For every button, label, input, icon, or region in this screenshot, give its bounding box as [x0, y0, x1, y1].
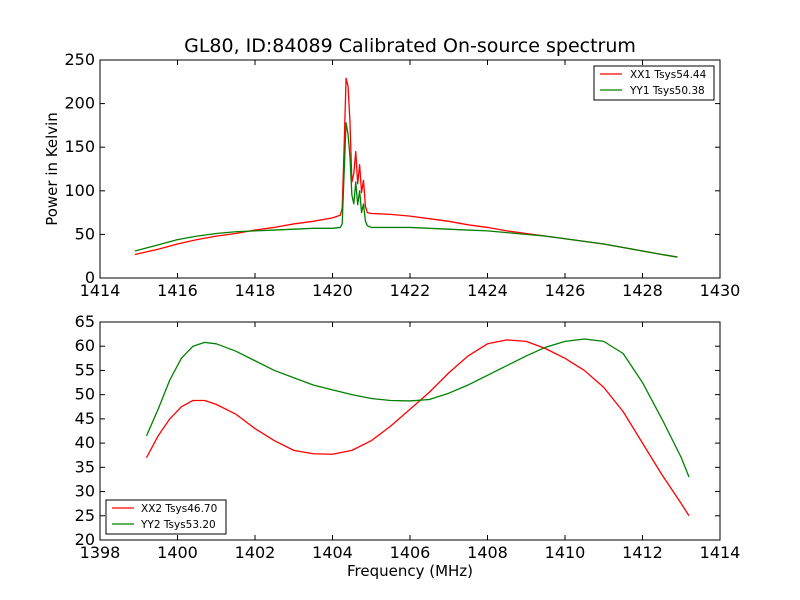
bottom-series-line-1: [145, 338, 690, 478]
top-legend: XX1 Tsys54.44 YY1 Tsys50.38: [593, 65, 715, 101]
bottom-y-tick-label: 65: [75, 312, 95, 331]
top-legend-box: [593, 65, 715, 101]
top-series-group: [134, 77, 678, 258]
bottom-x-axis-label: Frequency (MHz): [347, 562, 473, 580]
top-x-tick-label: 1424: [467, 281, 508, 300]
top-x-tick-label: 1426: [545, 281, 586, 300]
bottom-x-tick-label: 1406: [390, 543, 431, 562]
bottom-x-tick-label: 1398: [80, 543, 121, 562]
bottom-x-tick-label: 1400: [157, 543, 198, 562]
top-x-tick-label: 1420: [312, 281, 353, 300]
bottom-x-tick-label: 1408: [467, 543, 508, 562]
bottom-legend: XX2 Tsys46.70 YY2 Tsys53.20: [105, 499, 227, 535]
top-x-tick-label: 1428: [622, 281, 663, 300]
bottom-y-tick-label: 40: [75, 433, 95, 452]
bottom-series-line-0: [145, 339, 690, 517]
bottom-y-tick-label: 60: [75, 336, 95, 355]
bottom-x-tick-label: 1412: [622, 543, 663, 562]
top-x-tick-label: 1418: [235, 281, 276, 300]
top-y-axis-label: Power in Kelvin: [43, 112, 61, 226]
bottom-y-tick-label: 30: [75, 482, 95, 501]
top-x-tick-label: 1422: [390, 281, 431, 300]
bottom-legend-label-xx2: XX2 Tsys46.70: [141, 503, 217, 515]
bottom-y-tick-label: 20: [75, 530, 95, 549]
top-y-tick-label: 250: [64, 50, 95, 69]
bottom-series-group: [145, 338, 690, 517]
top-y-tick-label: 100: [64, 181, 95, 200]
top-x-tick-label: 1416: [157, 281, 198, 300]
top-y-tick-label: 0: [85, 268, 95, 287]
bottom-x-tick-label: 1404: [312, 543, 353, 562]
chart-title: GL80, ID:84089 Calibrated On-source spec…: [184, 35, 636, 57]
bottom-y-tick-label: 45: [75, 409, 95, 428]
bottom-x-tick-label: 1414: [700, 543, 741, 562]
top-x-tick-label: 1430: [700, 281, 741, 300]
bottom-y-tick-label: 50: [75, 385, 95, 404]
bottom-legend-box: [105, 499, 227, 535]
bottom-y-tick-label: 55: [75, 360, 95, 379]
top-legend-label-xx1: XX1 Tsys54.44: [630, 69, 707, 81]
top-x-tick-label: 1414: [80, 281, 121, 300]
top-legend-label-yy1: YY1 Tsys50.38: [629, 85, 705, 97]
top-y-tick-label: 200: [64, 94, 95, 113]
top-plot: 1414 1416 1418 1420 1422 1424 1426 1428 1430 0 50 1…: [43, 50, 740, 300]
top-plot-frame: [99, 59, 721, 279]
bottom-plot-frame: [99, 321, 721, 541]
bottom-legend-label-yy2: YY2 Tsys53.20: [140, 519, 216, 531]
bottom-x-tick-label: 1402: [235, 543, 276, 562]
bottom-y-tick-label: 35: [75, 457, 95, 476]
bottom-x-tick-label: 1410: [545, 543, 586, 562]
bottom-y-tick-label: 25: [75, 506, 95, 525]
top-y-tick-label: 150: [64, 137, 95, 156]
top-series-line-1: [134, 122, 678, 258]
top-y-tick-label: 50: [75, 224, 95, 243]
top-axes: 1414 1416 1418 1420 1422 1424 1426 1428 1430 0 50 1…: [64, 50, 740, 300]
bottom-plot: 1398 1400 1402 1404 1406 1408 1410 1412 1414 20 25…: [75, 312, 741, 580]
